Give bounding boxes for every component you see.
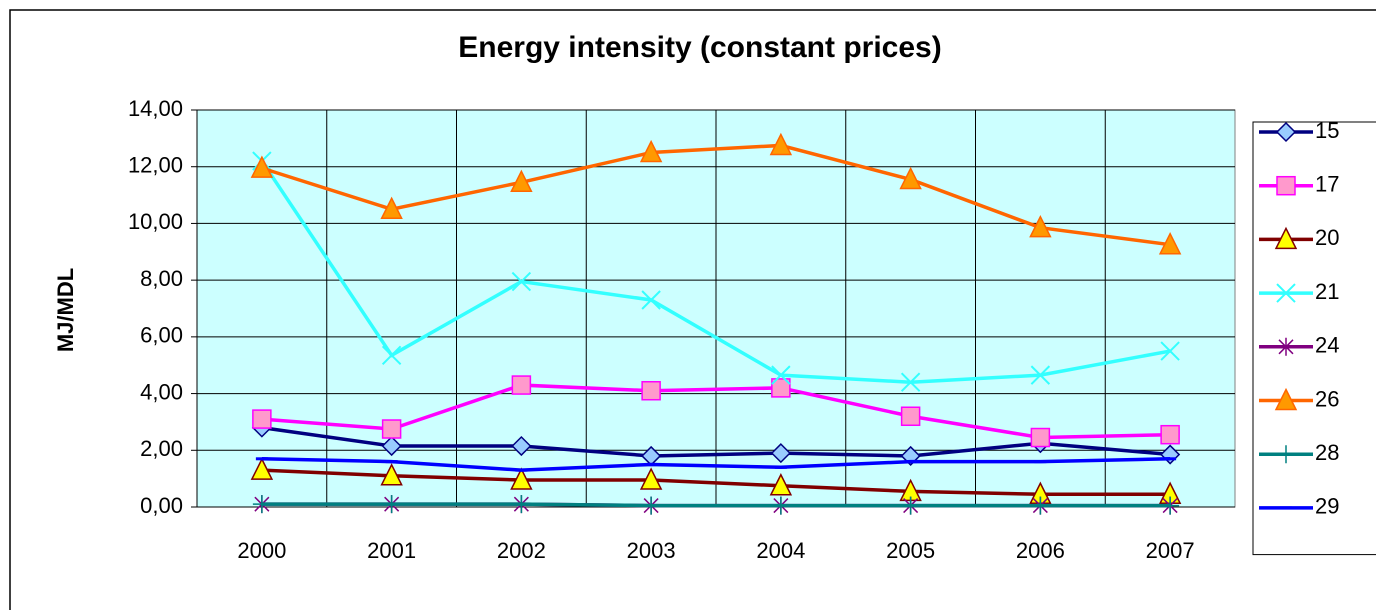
- data-point: [899, 166, 922, 190]
- y-tick-label: 12,00: [128, 153, 183, 178]
- data-point: [900, 406, 921, 427]
- series-line: [261, 457, 1171, 472]
- data-point: [381, 435, 402, 457]
- data-point: [769, 473, 793, 496]
- x-tick-label: 2004: [756, 538, 805, 563]
- data-point: [512, 495, 531, 514]
- data-point: [639, 467, 663, 490]
- data-point: [641, 380, 661, 401]
- data-point: [1030, 365, 1051, 385]
- data-point: [639, 139, 663, 163]
- series-line: [261, 502, 1171, 508]
- data-point: [510, 467, 533, 490]
- data-point: [771, 496, 790, 515]
- chart-title: Energy intensity (constant prices): [458, 31, 941, 64]
- legend-marker: [1276, 283, 1296, 303]
- data-point: [770, 443, 791, 464]
- y-tick-label: 6,00: [140, 323, 183, 348]
- x-tick-label: 2001: [367, 538, 416, 563]
- series-line: [261, 383, 1171, 440]
- series-line: [261, 425, 1171, 458]
- data-point: [380, 196, 403, 219]
- legend-marker: [1275, 121, 1297, 143]
- legend-marker: [1274, 226, 1298, 250]
- legend-label: 21: [1315, 279, 1339, 304]
- data-point: [642, 496, 661, 515]
- y-axis-label: MJ/MDL: [53, 268, 78, 352]
- legend-label: 29: [1315, 494, 1339, 519]
- series-line: [260, 160, 1171, 384]
- legend-marker: [1277, 445, 1295, 464]
- legend-label: 24: [1315, 333, 1339, 358]
- data-point: [641, 290, 661, 310]
- legend-label: 28: [1315, 440, 1339, 465]
- data-point: [511, 271, 532, 292]
- data-point: [1031, 496, 1050, 515]
- data-point: [381, 419, 402, 439]
- data-point: [511, 435, 532, 457]
- legend-marker: [1276, 175, 1296, 196]
- legend-label: 15: [1315, 118, 1339, 143]
- x-tick-label: 2005: [886, 538, 935, 563]
- y-tick-label: 10,00: [128, 209, 183, 234]
- data-point: [510, 169, 533, 193]
- data-point: [380, 463, 403, 486]
- data-point: [1160, 341, 1180, 361]
- data-point: [901, 496, 920, 515]
- data-point: [252, 409, 272, 429]
- y-tick-label: 0,00: [140, 493, 183, 518]
- x-tick-label: 2007: [1146, 538, 1195, 563]
- data-point: [1029, 215, 1052, 238]
- data-point: [1158, 232, 1182, 255]
- y-tick-label: 14,00: [128, 96, 183, 121]
- data-point: [252, 495, 271, 514]
- series-line: [261, 143, 1171, 247]
- legend-box: [1252, 121, 1376, 556]
- data-point: [769, 132, 793, 156]
- data-point: [771, 378, 791, 398]
- data-point: [511, 375, 532, 395]
- x-tick-label: 2006: [1016, 538, 1065, 563]
- data-point: [900, 372, 921, 392]
- x-tick-label: 2002: [497, 538, 546, 563]
- x-tick-label: 2000: [237, 538, 286, 563]
- data-point: [382, 495, 401, 514]
- legend-marker: [1274, 387, 1298, 411]
- legend-label: 26: [1315, 386, 1339, 411]
- legend-label: 17: [1315, 172, 1339, 197]
- data-point: [1160, 424, 1180, 445]
- legend-marker: [1278, 337, 1294, 356]
- y-tick-label: 8,00: [140, 266, 183, 291]
- data-point: [771, 365, 791, 385]
- data-point: [1161, 496, 1180, 515]
- data-point: [381, 345, 402, 365]
- series-line: [261, 468, 1171, 496]
- legend-label: 20: [1315, 225, 1339, 250]
- data-point: [250, 457, 274, 480]
- data-point: [1030, 427, 1051, 448]
- y-tick-label: 4,00: [140, 379, 183, 404]
- x-tick-label: 2003: [627, 538, 676, 563]
- data-point: [250, 155, 274, 178]
- y-tick-label: 2,00: [140, 436, 183, 461]
